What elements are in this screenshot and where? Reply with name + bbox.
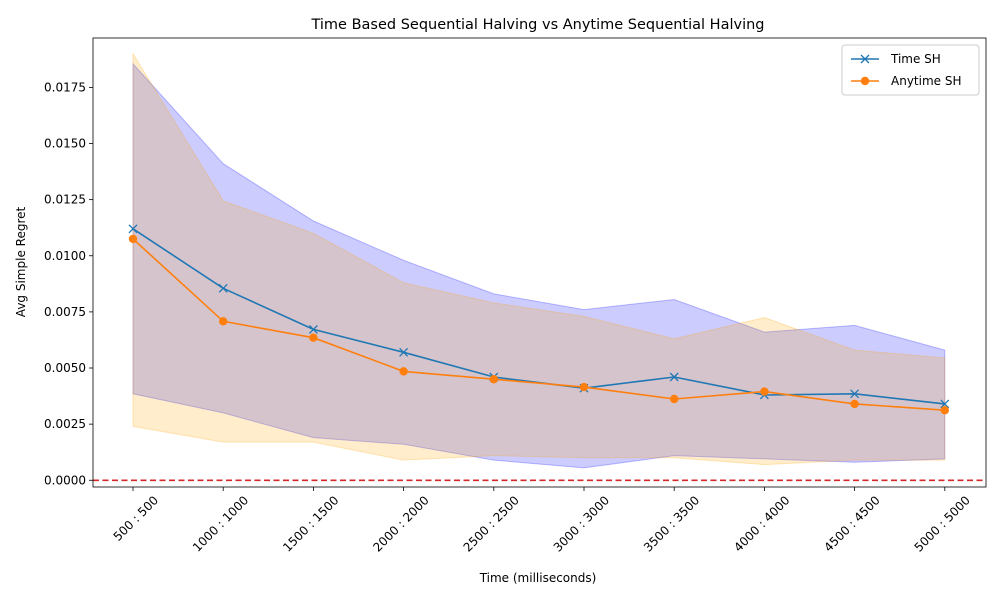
data-point (309, 333, 318, 342)
legend: Time SH Anytime SH (841, 44, 980, 96)
x-tick-label: 500 : 500 (111, 493, 162, 544)
y-tick-label: 0.0175 (44, 80, 86, 94)
legend-entry: Time SH (851, 52, 941, 66)
y-tick-label: 0.0150 (44, 137, 86, 151)
data-point (669, 372, 679, 382)
y-tick-label: 0.0050 (44, 361, 86, 375)
series-lines (132, 228, 945, 411)
x-tick-label: 3500 : 3500 (641, 493, 702, 554)
series-markers (128, 224, 950, 415)
x-tick-label: 1000 : 1000 (190, 493, 251, 554)
data-point (940, 406, 949, 415)
data-point (219, 317, 228, 326)
legend-box (841, 44, 980, 96)
data-point (850, 399, 859, 409)
x-tick-label: 4000 : 4000 (731, 493, 792, 554)
data-point (308, 324, 318, 334)
data-point (399, 347, 409, 357)
x-tick-label: 4500 : 4500 (821, 493, 882, 554)
legend-label: Time SH (890, 52, 941, 66)
data-point (489, 375, 498, 384)
data-point (579, 382, 589, 392)
data-point (760, 387, 769, 396)
legend-entry: Anytime SH (851, 74, 961, 88)
y-axis-label: Avg Simple Regret (14, 207, 28, 318)
y-tick-label: 0.0075 (44, 305, 86, 319)
legend-label: Anytime SH (891, 74, 961, 88)
x-axis: 500 : 500 1000 : 1000 1500 : 1500 2000 : 20… (111, 487, 973, 555)
y-tick-label: 0.0000 (44, 473, 86, 487)
data-point (218, 283, 228, 293)
chart-title: Time Based Sequential Halving vs Anytime… (310, 17, 764, 33)
data-point (940, 399, 950, 409)
data-point (128, 224, 138, 234)
data-point (850, 389, 860, 399)
band-0 (132, 62, 946, 469)
data-point (670, 394, 679, 404)
data-point (399, 367, 408, 376)
x-tick-label: 2500 : 2500 (461, 493, 522, 554)
x-tick-label: 3000 : 3000 (551, 493, 612, 554)
y-tick-label: 0.0025 (44, 417, 86, 431)
y-axis: 0.0000 0.0025 0.0050 0.0075 0.0100 0.0125 0.01… (44, 80, 93, 487)
confidence-bands (132, 51, 946, 469)
y-tick-label: 0.0100 (44, 249, 86, 263)
x-tick-label: 2000 : 2000 (370, 493, 431, 554)
x-axis-label: Time (milliseconds) (479, 571, 597, 585)
x-tick-label: 1500 : 1500 (280, 493, 341, 554)
x-tick-label: 5000 : 5000 (912, 493, 973, 554)
y-tick-label: 0.0125 (44, 193, 86, 207)
series-line-1 (132, 238, 945, 411)
band-1 (132, 51, 946, 466)
data-point (128, 234, 138, 244)
plot-frame (92, 37, 987, 488)
